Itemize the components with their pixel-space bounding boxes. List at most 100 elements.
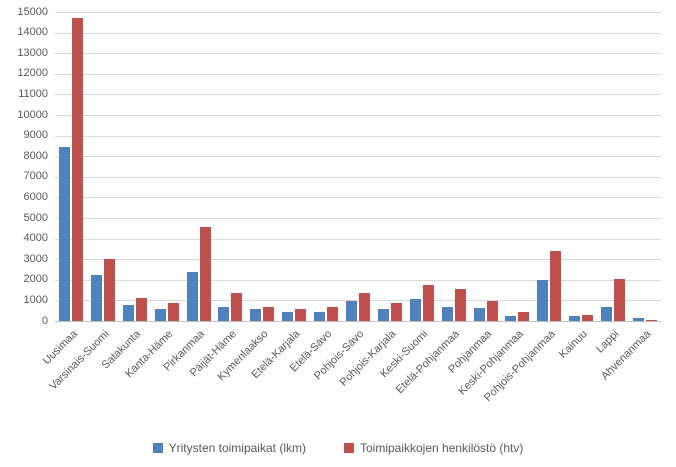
gridline [55,218,661,219]
y-tick-label: 14000 [17,26,48,39]
bar-pohjois-savo-series1 [358,293,370,321]
bar-pohjois-karjala-series0 [377,309,389,321]
bar-group-kymenlaakso [246,12,278,321]
bar-group-ahvenanmaa [629,12,661,321]
y-tick-label: 4000 [23,232,48,245]
bar-pirkanmaa-series0 [186,272,198,321]
bar-kymenlaakso-series1 [263,307,275,321]
gridline [55,94,661,95]
bar-ahvenanmaa-series1 [645,320,657,321]
bar-etelä-karjala-series0 [282,312,294,321]
y-tick-label: 8000 [23,149,48,162]
gridline [55,156,661,157]
bar-etelä-pohjanmaa-series0 [441,307,453,321]
bar-kanta-häme-series1 [167,303,179,321]
bar-group-keski-suomi [406,12,438,321]
bar-etelä-karjala-series1 [295,309,307,321]
gridline [55,259,661,260]
bar-varsinais-suomi-series1 [103,259,115,321]
bar-pohjois-pohjanmaa-series0 [537,280,549,321]
legend-marker-blue-icon [152,443,163,453]
bar-group-satakunta [119,12,151,321]
bar-group-pohjois-karjala [374,12,406,321]
gridline [55,300,661,301]
bar-group-lappi [597,12,629,321]
bar-group-pirkanmaa [183,12,215,321]
y-tick-label: 7000 [23,170,48,183]
bar-lappi-series1 [614,279,626,321]
gridline [55,115,661,116]
bar-group-pohjanmaa [470,12,502,321]
legend-item-henkilosto: Toimipaikkojen henkilöstö (htv) [343,441,524,455]
bar-group-etelä-pohjanmaa [438,12,470,321]
gridline [55,239,661,240]
bar-uusimaa-series1 [71,18,83,321]
gridline [55,197,661,198]
bar-pohjois-savo-series0 [345,301,357,321]
gridline [55,74,661,75]
bar-pohjois-pohjanmaa-series1 [550,251,562,321]
bar-pohjois-karjala-series1 [390,303,402,321]
bar-keski-suomi-series0 [409,299,421,321]
y-tick-label: 12000 [17,67,48,80]
gridline [55,33,661,34]
bar-group-päijät-häme [214,12,246,321]
x-tick-label: Kainuu [557,328,590,361]
bar-group-varsinais-suomi [87,12,119,321]
legend-item-toimipaikat: Yritysten toimipaikat (lkm) [152,441,306,455]
bar-päijät-häme-series1 [231,293,243,321]
bar-varsinais-suomi-series0 [90,275,102,321]
y-tick-label: 9000 [23,129,48,142]
bar-etelä-savo-series0 [314,312,326,321]
gridline [55,280,661,281]
bar-päijät-häme-series0 [218,307,230,321]
y-tick-label: 15000 [17,5,48,18]
bar-group-pohjois-pohjanmaa [533,12,565,321]
bar-keski-pohjanmaa-series0 [505,316,517,321]
y-tick-label: 2000 [23,273,48,286]
x-tick-label: Lappi [594,328,622,356]
bars-layer [55,12,661,321]
gridline [55,177,661,178]
y-tick-label: 13000 [17,46,48,59]
bar-ahvenanmaa-series0 [632,318,644,321]
bar-group-etelä-savo [310,12,342,321]
y-tick-label: 6000 [23,190,48,203]
bar-satakunta-series0 [122,305,134,321]
y-tick-label: 11000 [18,87,48,100]
bar-kanta-häme-series0 [154,309,166,321]
x-axis-line [55,321,661,322]
legend: Yritysten toimipaikat (lkm) Toimipaikkoj… [0,441,676,455]
bar-etelä-pohjanmaa-series1 [454,289,466,321]
y-tick-label: 10000 [17,108,48,121]
x-tick-label: Pohjois-Karjala [337,328,399,389]
bar-group-keski-pohjanmaa [501,12,533,321]
y-tick-label: 0 [41,314,48,327]
bar-pirkanmaa-series1 [199,227,211,321]
bar-etelä-savo-series1 [327,307,339,321]
legend-label-henkilosto: Toimipaikkojen henkilöstö (htv) [359,441,524,455]
y-tick-label: 3000 [23,252,48,265]
gridline [55,53,661,54]
bar-kymenlaakso-series0 [250,309,262,321]
bar-pohjanmaa-series0 [473,308,485,321]
gridline [55,12,661,13]
bar-pohjanmaa-series1 [486,301,498,321]
bar-uusimaa-series0 [58,147,70,321]
bar-kainuu-series0 [569,316,581,321]
y-tick-label: 5000 [23,211,48,224]
bar-group-pohjois-savo [342,12,374,321]
bar-lappi-series0 [601,307,613,321]
bar-kainuu-series1 [582,315,594,321]
gridline [55,136,661,137]
bar-keski-suomi-series1 [422,285,434,321]
legend-marker-red-icon [343,443,354,453]
legend-label-toimipaikat: Yritysten toimipaikat (lkm) [168,441,306,455]
bar-keski-pohjanmaa-series1 [518,312,530,321]
bar-group-kanta-häme [151,12,183,321]
y-tick-label: 1000 [23,293,48,306]
bar-group-uusimaa [55,12,87,321]
bar-group-etelä-karjala [278,12,310,321]
bar-group-kainuu [565,12,597,321]
